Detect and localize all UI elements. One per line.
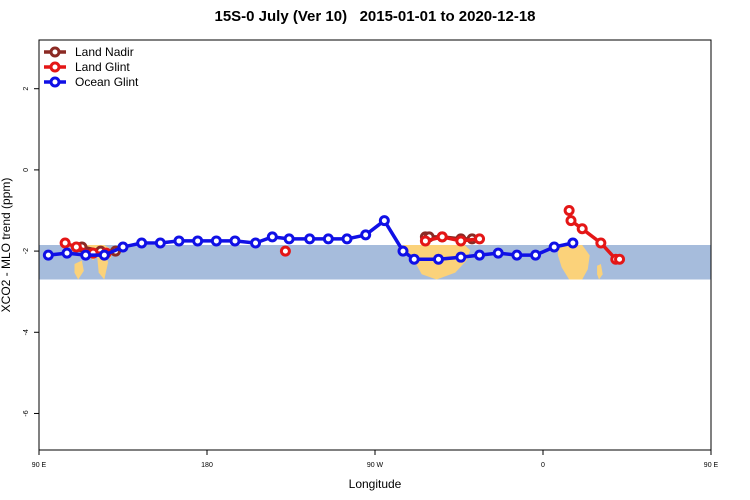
data-point-land-glint — [279, 245, 291, 257]
data-point-ocean-glint — [250, 237, 262, 249]
x-tick-label: 0 — [541, 462, 545, 469]
data-point-ocean-glint — [154, 237, 166, 249]
series-ocean-glint — [42, 215, 579, 265]
land-mass — [745, 245, 750, 251]
data-point-ocean-glint — [117, 241, 129, 253]
data-point-ocean-glint — [492, 247, 504, 259]
data-point-ocean-glint — [98, 249, 110, 261]
land-mass — [747, 261, 750, 280]
data-point-ocean-glint — [322, 233, 334, 245]
x-axis-title: Longitude — [349, 477, 402, 491]
legend-label-ocean-glint: Ocean Glint — [75, 75, 139, 89]
x-tick-label: 90 W — [367, 462, 384, 469]
data-point-ocean-glint — [432, 253, 444, 265]
data-point-ocean-glint — [61, 247, 73, 259]
data-point-land-glint — [576, 223, 588, 235]
data-point-land-glint — [70, 241, 82, 253]
x-tick-label: 90 E — [32, 462, 47, 469]
data-point-ocean-glint — [192, 235, 204, 247]
data-point-ocean-glint — [530, 249, 542, 261]
data-point-ocean-glint — [341, 233, 353, 245]
data-point-ocean-glint — [229, 235, 241, 247]
land-mass — [597, 264, 603, 280]
data-point-ocean-glint — [210, 235, 222, 247]
data-point-ocean-glint — [397, 245, 409, 257]
legend-label-land-glint: Land Glint — [75, 60, 130, 74]
y-tick-label: 0 — [23, 168, 30, 172]
background-map — [39, 245, 750, 280]
legend-marker-ocean-glint — [49, 76, 61, 88]
data-point-ocean-glint — [173, 235, 185, 247]
data-point-ocean-glint — [360, 229, 372, 241]
series-layer — [42, 204, 750, 265]
y-tick-label: -6 — [23, 410, 30, 416]
data-point-land-nadir — [746, 247, 750, 255]
data-point-land-nadir — [733, 245, 741, 253]
data-point-ocean-glint — [455, 251, 467, 263]
legend-marker-land-glint — [49, 61, 61, 73]
data-point-land-glint — [565, 215, 577, 227]
ocean-band — [39, 245, 711, 280]
y-tick-label: -4 — [23, 329, 30, 335]
data-point-land-glint — [595, 237, 607, 249]
series-line-land-glint — [424, 235, 480, 243]
y-tick-label: 2 — [23, 87, 30, 91]
data-point-ocean-glint — [378, 215, 390, 227]
data-point-land-glint — [614, 253, 626, 265]
y-tick-label: -2 — [23, 248, 30, 254]
data-point-land-glint — [436, 231, 448, 243]
data-point-ocean-glint — [548, 241, 560, 253]
data-point-ocean-glint — [474, 249, 486, 261]
legend-label-land-nadir: Land Nadir — [75, 45, 134, 59]
chart-title: 15S-0 July (Ver 10) 2015-01-01 to 2020-1… — [214, 8, 536, 25]
data-point-land-glint — [563, 204, 575, 216]
data-point-ocean-glint — [80, 249, 92, 261]
land-mass — [557, 245, 590, 280]
land-mass — [74, 260, 84, 280]
data-point-ocean-glint — [511, 249, 523, 261]
series-land-glint — [59, 204, 626, 265]
data-point-ocean-glint — [42, 249, 54, 261]
legend-marker-land-nadir — [49, 46, 61, 58]
data-point-land-glint — [59, 237, 71, 249]
data-point-ocean-glint — [266, 231, 278, 243]
data-point-ocean-glint — [408, 253, 420, 265]
data-point-ocean-glint — [283, 233, 295, 245]
y-axis-title: XCO2 - MLO trend (ppm) — [0, 178, 13, 313]
data-point-land-glint — [419, 235, 431, 247]
x-tick-label: 90 E — [704, 462, 719, 469]
data-point-ocean-glint — [136, 237, 148, 249]
data-point-ocean-glint — [567, 237, 579, 249]
x-tick-label: 180 — [201, 462, 213, 469]
data-point-land-glint — [474, 233, 486, 245]
data-point-ocean-glint — [304, 233, 316, 245]
data-point-land-glint — [455, 235, 467, 247]
series-line-land-nadir — [737, 249, 750, 251]
